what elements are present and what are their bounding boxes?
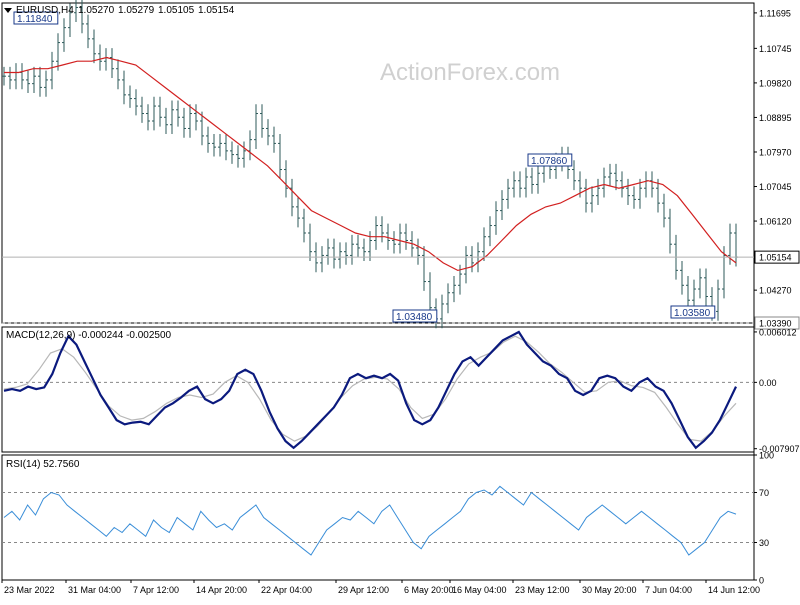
rsi-tick-label: 100 bbox=[759, 451, 774, 461]
label-high-mid-box bbox=[527, 153, 573, 167]
macd-main-line bbox=[3, 330, 737, 450]
label-high-main: 1.11840 bbox=[17, 14, 53, 25]
price-panel-frame bbox=[1, 2, 755, 324]
x-tick-label: 23 Mar 2022 bbox=[4, 585, 55, 595]
rsi-panel bbox=[2, 485, 754, 556]
price-tick-label: 1.06120 bbox=[759, 217, 792, 227]
high-value: 1.05279 bbox=[118, 5, 155, 16]
close-value: 1.05154 bbox=[198, 5, 235, 16]
x-tick-label: 7 Jun 04:00 bbox=[645, 585, 692, 595]
price-tick-label: 1.08895 bbox=[759, 113, 792, 123]
price-tick-label: 1.10745 bbox=[759, 44, 792, 54]
label-layer: 1.11840 1.07860 1.03480 1.03580 bbox=[13, 11, 716, 323]
macd-title: MACD(12,26,9) -0.000244 -0.002500 bbox=[6, 330, 172, 341]
macd-panel bbox=[2, 330, 754, 450]
rsi-title: RSI(14) 52.7560 bbox=[6, 459, 80, 470]
x-tick-label: 30 May 20:00 bbox=[582, 585, 637, 595]
price-tag-box bbox=[754, 316, 800, 330]
x-tick-label: 6 May 20:00 bbox=[404, 585, 454, 595]
rsi-tick-label: 70 bbox=[759, 488, 769, 498]
price-tick-label: 1.07970 bbox=[759, 147, 792, 157]
macd-signal-line bbox=[3, 335, 737, 442]
moving-average-line bbox=[4, 56, 737, 272]
x-tick-label: 14 Jun 12:00 bbox=[708, 585, 760, 595]
macd-tick-label: 0.00 bbox=[759, 378, 777, 388]
x-tick-label: 29 Apr 12:00 bbox=[338, 585, 389, 595]
axis-layer: 1.11695 1.10745 1.09820 1.08895 1.07970 1.070… bbox=[1, 8, 800, 595]
label-high-mid: 1.07860 bbox=[531, 156, 568, 167]
x-tick-label: 22 Apr 04:00 bbox=[261, 585, 312, 595]
open-value: 1.05270 bbox=[78, 5, 115, 16]
price-tick-label: 1.04270 bbox=[759, 286, 792, 296]
x-tick-label: 14 Apr 20:00 bbox=[196, 585, 247, 595]
label-low-1: 1.03480 bbox=[396, 312, 433, 323]
rsi-tick-label: 0 bbox=[759, 576, 764, 586]
price-tick-label: 1.11695 bbox=[759, 8, 791, 18]
label-low-2-box bbox=[670, 305, 716, 319]
watermark-text: ActionForex.com bbox=[380, 59, 560, 86]
price-tag-box bbox=[754, 250, 800, 264]
macd-panel-frame bbox=[1, 326, 755, 453]
label-high-main-box bbox=[13, 11, 59, 25]
macd-tick-label: 0.006012 bbox=[759, 327, 797, 337]
x-tick-label: 16 May 04:00 bbox=[452, 585, 507, 595]
price-tick-label: 1.09820 bbox=[759, 78, 792, 88]
rsi-tick-label: 30 bbox=[759, 538, 769, 548]
price-tick-label: 1.03390 bbox=[759, 319, 792, 329]
collapse-triangle-icon[interactable] bbox=[4, 8, 12, 13]
x-tick-label: 31 Mar 04:00 bbox=[68, 585, 121, 595]
price-panel bbox=[2, 0, 754, 329]
price-tick-label: 1.05154 bbox=[759, 253, 792, 263]
x-tick-label: 23 May 12:00 bbox=[515, 585, 570, 595]
symbol-label: EURUSD,H4 bbox=[16, 5, 74, 16]
rsi-line bbox=[3, 485, 737, 556]
macd-tick-label: -0.007907 bbox=[759, 444, 800, 454]
label-low-1-box bbox=[392, 309, 438, 323]
low-value: 1.05105 bbox=[158, 5, 195, 16]
x-tick-label: 7 Apr 12:00 bbox=[133, 585, 179, 595]
price-tick-label: 1.07045 bbox=[759, 182, 792, 192]
label-low-2: 1.03580 bbox=[674, 308, 711, 319]
